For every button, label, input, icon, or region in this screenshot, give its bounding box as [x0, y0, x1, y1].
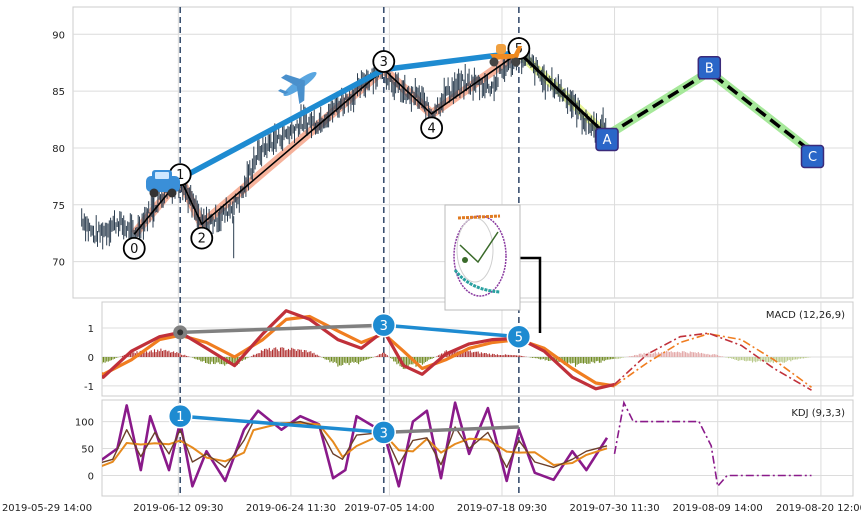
wave-label-3: 3: [380, 55, 388, 70]
wave-labels: 012345ABC: [122, 37, 825, 260]
correction-label-A: A: [603, 133, 612, 148]
kdj-k-line: [102, 420, 608, 469]
inset-sketch-image: [444, 204, 521, 311]
wave-label-1: 1: [176, 168, 184, 183]
correction-line-abc: [606, 69, 814, 154]
price-y-tick-label: 70: [52, 258, 65, 269]
wave-label-0: 0: [130, 242, 138, 257]
macd-wave-marker: [506, 324, 532, 349]
x-tick-label: 2019-07-05 14:00: [344, 503, 434, 514]
x-tick-label: 2019-06-12 09:30: [133, 503, 223, 514]
macd-wave-label-5: 5: [515, 331, 523, 346]
macd-y-tick-label: -1: [84, 382, 94, 393]
scooter-emoji: [489, 44, 522, 67]
kdj-wave-marker: [371, 420, 397, 445]
kdj-divergence-line-blue: [180, 414, 384, 435]
price-y-tick-label: 80: [52, 144, 65, 155]
wave-label-4: 4: [427, 121, 435, 136]
wave-marker-circle: [372, 50, 396, 73]
price-y-tick-label: 75: [52, 201, 65, 212]
correction-label-box: [800, 144, 825, 169]
price-y-tick-label: 85: [52, 87, 65, 98]
x-tick-label: 2019-08-09 14:00: [673, 503, 763, 514]
macd-divergence-line-blue: [383, 323, 520, 339]
wave-label-2: 2: [198, 232, 206, 247]
inset-connector-line: [518, 256, 542, 333]
x-tick-label: 2019-07-18 09:30: [457, 503, 547, 514]
wave-marker-circle: [190, 226, 214, 250]
x-tick-label: 2019-05-29 14:00: [2, 503, 92, 514]
kdj-y-tick-label: 50: [81, 445, 94, 456]
macd-y-tick-label: 0: [88, 353, 94, 364]
kdj-panel-label: KDJ (9,3,3): [791, 408, 845, 419]
macd-forecast: [613, 332, 812, 391]
x-tick-label: 2019-06-24 11:30: [246, 503, 336, 514]
macd-wave-label-3: 3: [380, 319, 388, 334]
correction-line-5-a: [517, 51, 609, 137]
correction-label-box: [595, 127, 619, 152]
macd-marker-dot-core: [177, 329, 184, 336]
wave-marker-circle: [420, 116, 444, 140]
wave-marker-circle: [122, 236, 146, 260]
x-tick-label: 2019-08-20 12:00: [776, 503, 861, 514]
macd-divergence-line-grey: [180, 323, 384, 335]
macd-wave-markers: 35: [173, 312, 532, 349]
macd-histogram: [102, 347, 811, 370]
kdj-divergence-line-grey: [383, 425, 519, 435]
macd-signal-forecast: [614, 332, 812, 388]
correction-label-box: [697, 56, 722, 80]
kdj-wave-label-3: 3: [380, 426, 388, 441]
kdj-wave-marker: [167, 403, 193, 429]
macd-panel-label: MACD (12,26,9): [766, 310, 845, 321]
x-tick-label: 2019-07-30 11:30: [569, 503, 659, 514]
kdj-wave-label-1: 1: [176, 410, 184, 425]
correction-label-C: C: [808, 150, 817, 165]
correction-label-B: B: [705, 61, 714, 76]
car-emoji: [146, 170, 180, 198]
kdj-wave-markers: 13: [167, 403, 519, 445]
airplane-emoji: [277, 71, 317, 104]
kdj-y-tick-label: 0: [88, 472, 94, 483]
macd-wave-marker: [371, 312, 397, 338]
macd-y-tick-label: 1: [88, 324, 94, 335]
kdj-lines: [102, 400, 812, 489]
price-y-tick-label: 90: [52, 30, 65, 41]
kdj-y-tick-label: 100: [75, 418, 94, 429]
macd-panel-frame: [101, 301, 854, 397]
kdj-panel-frame: [101, 399, 854, 497]
